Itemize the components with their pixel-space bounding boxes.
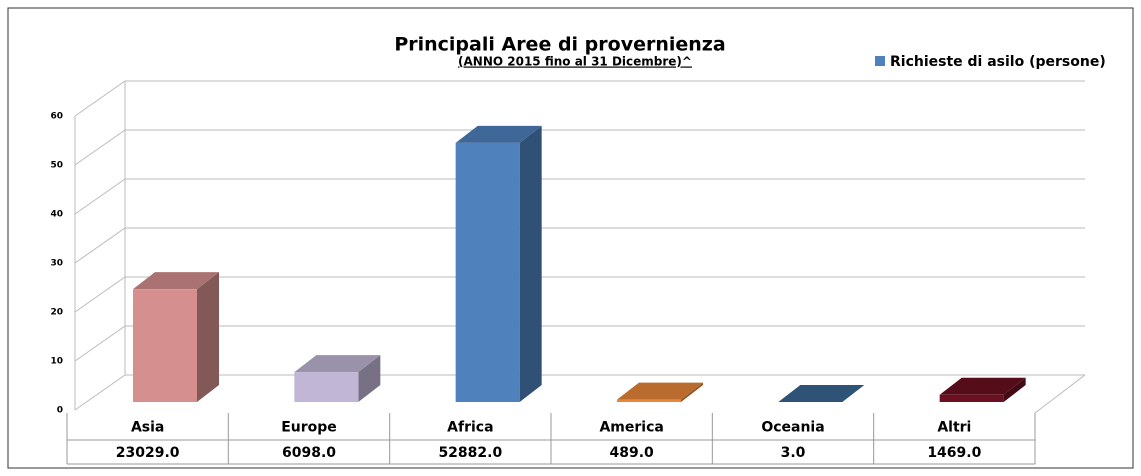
- grid-line: [74, 227, 1085, 264]
- y-tick-label: 30: [50, 259, 63, 269]
- bar-side: [681, 382, 703, 402]
- grid-line: [74, 325, 1085, 362]
- grid-line: [74, 178, 1085, 215]
- data-label: 489.0: [610, 445, 655, 461]
- bar-top: [939, 377, 1026, 395]
- grid-line: [74, 80, 1085, 117]
- y-tick-label: 50: [50, 161, 63, 171]
- grid-line: [74, 276, 1085, 313]
- x-tick-label: Europe: [281, 420, 337, 436]
- bar: [617, 399, 681, 402]
- y-tick-label: 0: [57, 406, 63, 416]
- data-label: 3.0: [781, 445, 806, 461]
- x-tick-label: Oceania: [761, 420, 824, 436]
- grid-line: [74, 374, 1085, 411]
- data-label: 52882.0: [438, 445, 502, 461]
- bar-side: [519, 125, 542, 402]
- x-tick-label: Africa: [447, 420, 493, 436]
- y-tick-label: 60: [50, 112, 63, 122]
- bar-top: [617, 382, 703, 400]
- bar: [939, 394, 1004, 402]
- legend-swatch: [875, 56, 885, 66]
- chart-subtitle: (ANNO 2015 fino al 31 Dicembre)^: [458, 55, 692, 69]
- y-tick-label: 40: [50, 210, 63, 220]
- chart-title: Principali Aree di provernienza: [394, 34, 725, 56]
- bar-side: [358, 355, 381, 402]
- bar: [294, 372, 359, 402]
- y-tick-label: 10: [50, 357, 63, 367]
- grid-line: [74, 129, 1085, 166]
- bar-side: [197, 272, 219, 402]
- bar-top: [294, 355, 381, 373]
- bar-side: [1003, 377, 1026, 402]
- floor-edge: [1034, 374, 1086, 414]
- data-label: 23029.0: [116, 445, 180, 461]
- y-tick-label: 20: [50, 308, 63, 318]
- x-tick-label: Asia: [131, 420, 164, 436]
- legend-label: Richieste di asilo (persone): [890, 54, 1106, 70]
- x-tick-label: America: [599, 420, 663, 436]
- bar: [133, 289, 197, 402]
- bar-top: [133, 272, 219, 290]
- bar-top: [778, 384, 865, 402]
- bar-top: [455, 125, 542, 143]
- bar-side: [842, 384, 865, 402]
- data-label: 6098.0: [282, 445, 336, 461]
- bar: [455, 142, 520, 402]
- x-tick-label: Altri: [937, 420, 971, 436]
- data-label: 1469.0: [927, 445, 981, 461]
